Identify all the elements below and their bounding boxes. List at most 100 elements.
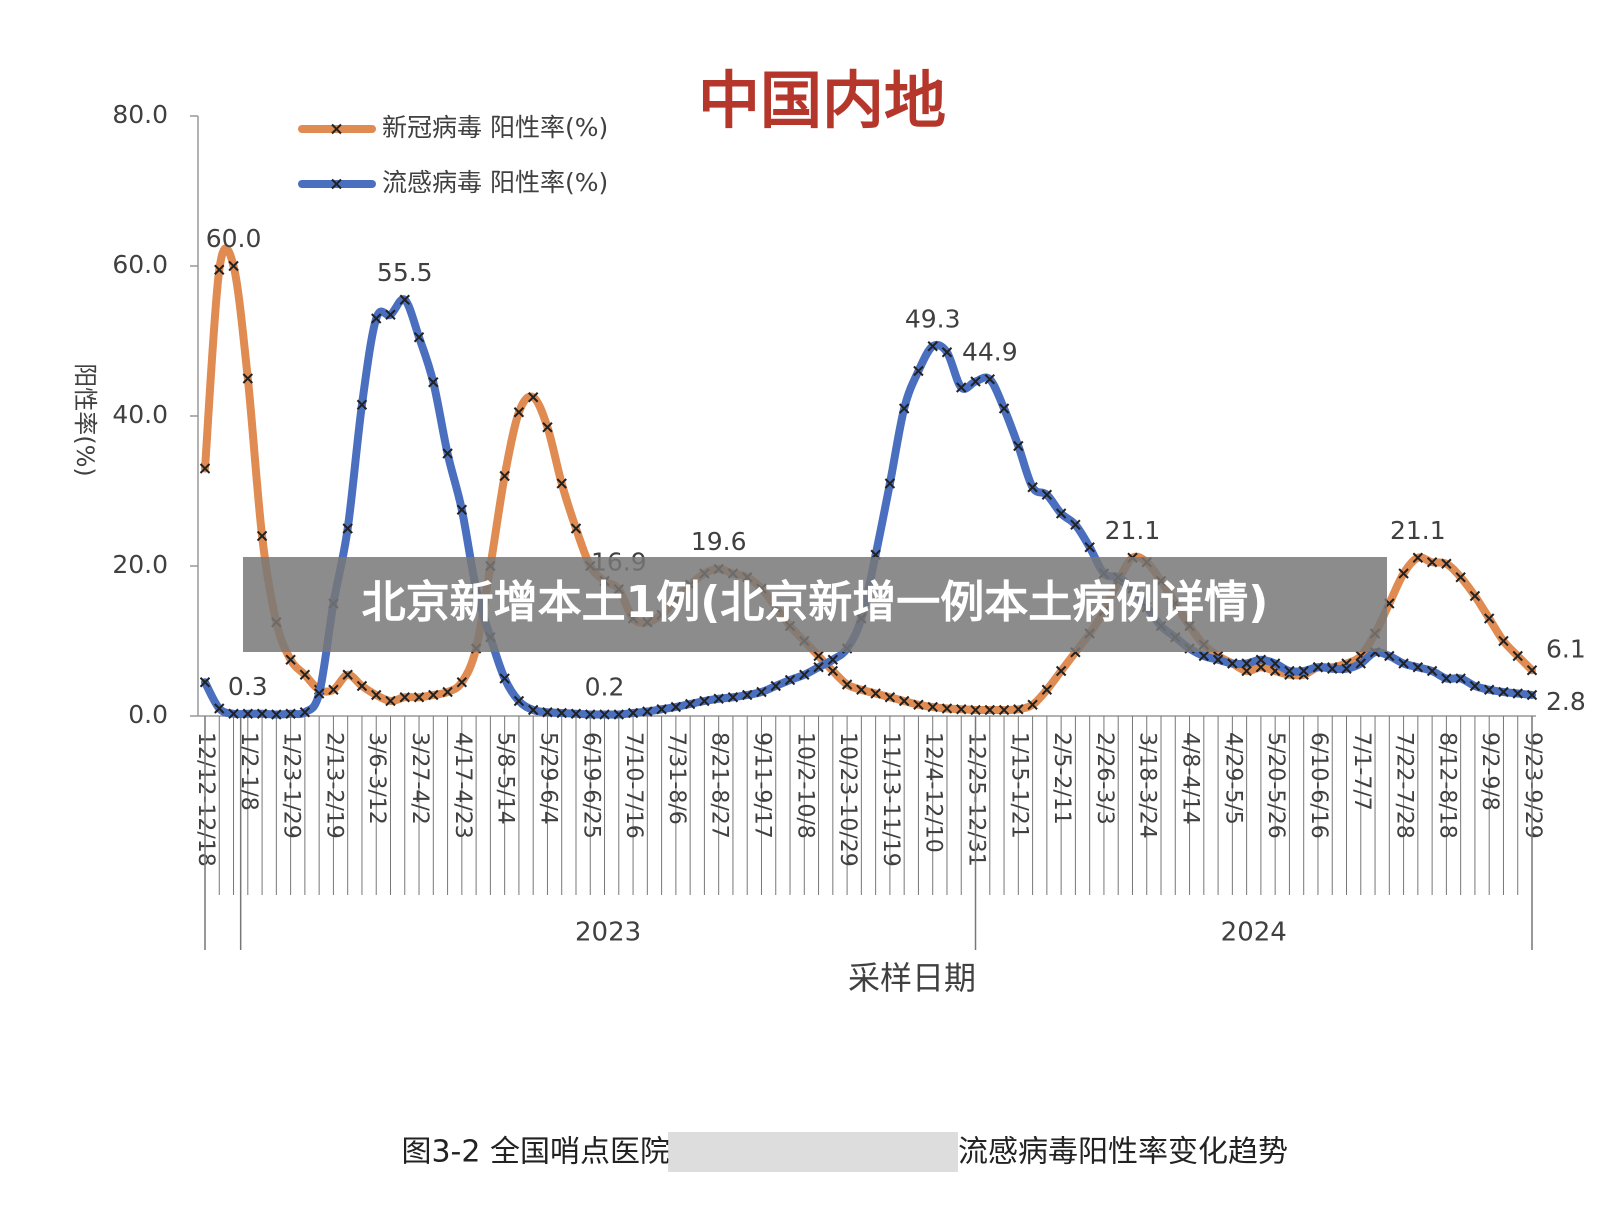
marker [998, 403, 1010, 414]
legend-label: 流感病毒 阳性率(%) [382, 168, 608, 197]
x-axis-label: 采样日期 [848, 959, 976, 997]
marker [699, 695, 710, 707]
marker [1269, 658, 1281, 669]
marker [656, 704, 667, 715]
y-tick-label: 80.0 [112, 100, 168, 129]
data-label: 0.3 [228, 672, 268, 701]
marker [941, 347, 953, 358]
marker [898, 403, 910, 414]
marker [371, 689, 382, 701]
marker [1441, 558, 1452, 569]
marker [428, 377, 439, 388]
marker [1483, 684, 1495, 695]
year-label: 2023 [575, 918, 641, 948]
marker [670, 701, 682, 713]
marker [1512, 650, 1523, 662]
marker [627, 707, 639, 719]
marker [556, 478, 567, 489]
x-tick-label: 2/5-2/11 [1049, 732, 1074, 825]
marker [713, 693, 724, 704]
x-tick-label: 5/29-6/4 [535, 732, 560, 825]
marker [1412, 662, 1424, 673]
marker [727, 692, 739, 703]
marker [413, 692, 425, 703]
marker [527, 704, 539, 716]
marker [242, 373, 254, 384]
marker [799, 669, 810, 680]
marker [1241, 658, 1252, 669]
x-tick-label: 2/13-2/19 [321, 732, 346, 839]
marker [271, 709, 282, 720]
marker [228, 260, 239, 272]
marker [285, 708, 296, 719]
marker [585, 709, 596, 720]
data-label: 2.8 [1546, 687, 1586, 716]
marker [499, 673, 510, 684]
marker [356, 399, 368, 410]
marker [1084, 542, 1095, 553]
chart-title: 中国内地 [698, 64, 946, 137]
marker [813, 662, 824, 673]
marker [356, 680, 368, 692]
data-label: 21.1 [1105, 516, 1161, 545]
marker [1355, 658, 1366, 669]
marker [399, 294, 410, 305]
x-tick-label: 3/6-3/12 [364, 732, 389, 825]
marker [1027, 482, 1038, 493]
caption-right: 流感病毒阳性率变化趋势 [958, 1135, 1288, 1170]
marker [299, 707, 311, 718]
marker [913, 699, 924, 710]
marker [1469, 590, 1481, 602]
marker [513, 407, 525, 418]
marker [199, 463, 211, 474]
marker [742, 689, 753, 701]
y-axis-label: 阳性率(%) [71, 363, 99, 477]
data-label: 19.6 [691, 527, 747, 556]
marker [1227, 658, 1238, 669]
marker [898, 695, 910, 707]
marker [214, 703, 225, 714]
x-tick-label: 9/2-9/8 [1477, 732, 1502, 811]
marker [513, 695, 525, 707]
marker [684, 698, 696, 710]
marker [984, 374, 995, 385]
x-tick-label: 9/11-9/17 [749, 732, 774, 839]
marker [1055, 665, 1067, 677]
marker [884, 478, 896, 489]
x-tick-label: 7/31-8/6 [664, 732, 689, 825]
caption-left: 图3-2 全国哨点医院 [401, 1135, 670, 1170]
legend-marker [331, 123, 342, 135]
marker [784, 674, 796, 686]
marker [1327, 663, 1338, 674]
marker [428, 689, 439, 701]
x-tick-label: 3/18-3/24 [1135, 732, 1160, 839]
marker [827, 654, 839, 665]
marker [242, 708, 254, 719]
x-tick-label: 1/15-1/21 [1006, 732, 1031, 839]
marker [1198, 650, 1210, 662]
marker [1469, 680, 1481, 692]
marker [1312, 662, 1324, 673]
marker [813, 650, 824, 662]
marker [1298, 665, 1309, 677]
marker [342, 669, 353, 680]
data-label: 60.0 [206, 224, 262, 253]
marker [1412, 552, 1424, 563]
marker [456, 677, 468, 688]
marker [1498, 635, 1509, 647]
data-label: 55.5 [377, 258, 433, 287]
x-tick-label: 5/8-5/14 [493, 732, 518, 825]
data-label: 49.3 [905, 304, 961, 333]
marker [556, 707, 567, 719]
x-tick-label: 12/4-12/10 [921, 732, 946, 853]
y-tick-label: 20.0 [112, 550, 168, 579]
marker [1498, 686, 1509, 698]
marker [1013, 704, 1024, 715]
marker [913, 365, 924, 377]
marker [1070, 519, 1081, 530]
marker [841, 679, 853, 690]
x-tick-label: 1/23-1/29 [279, 732, 304, 839]
legend-label: 新冠病毒 阳性率(%) [382, 113, 608, 142]
marker [456, 504, 468, 515]
